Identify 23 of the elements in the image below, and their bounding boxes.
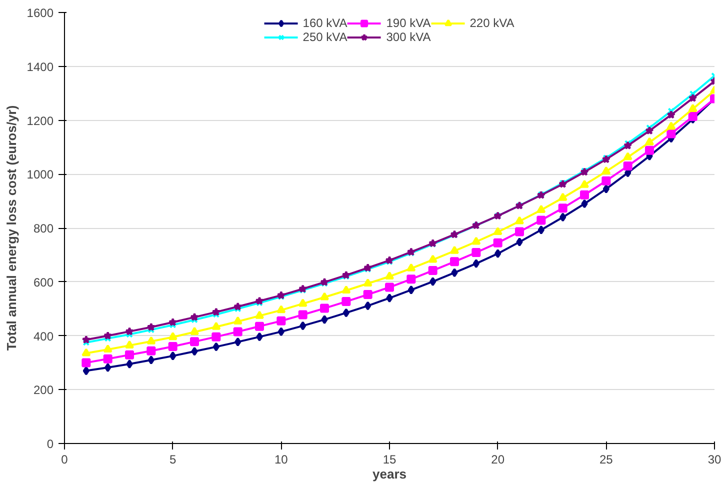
x-tick-label: 0 (61, 452, 68, 466)
x-tick-label: 25 (599, 452, 614, 466)
y-tick-label: 1600 (26, 6, 54, 20)
y-tick-label: 400 (33, 329, 54, 344)
x-tick-label: 30 (708, 452, 722, 466)
legend-label: 300 kVA (386, 30, 431, 44)
x-tick-label: 10 (274, 452, 288, 466)
legend-label: 160 kVA (302, 16, 348, 30)
legend-label: 220 kVA (470, 16, 514, 30)
y-tick-label: 800 (33, 222, 54, 236)
x-axis-title: years (372, 466, 406, 482)
y-tick-label: 200 (33, 383, 54, 398)
y-tick-label: 1400 (26, 60, 54, 74)
y-axis-title: Total annual energy loss cost (euros/yr) (4, 105, 19, 351)
y-tick-label: 0 (46, 437, 54, 451)
x-tick-label: 15 (382, 452, 396, 466)
legend-label: 190 kVA (386, 16, 431, 30)
x-tick-label: 20 (491, 452, 505, 466)
x-tick-label: 5 (169, 452, 176, 466)
y-tick-label: 1000 (26, 168, 54, 182)
y-tick-label: 600 (33, 275, 54, 290)
legend-label: 250 kVA (302, 30, 348, 44)
y-tick-label: 1200 (26, 114, 54, 128)
